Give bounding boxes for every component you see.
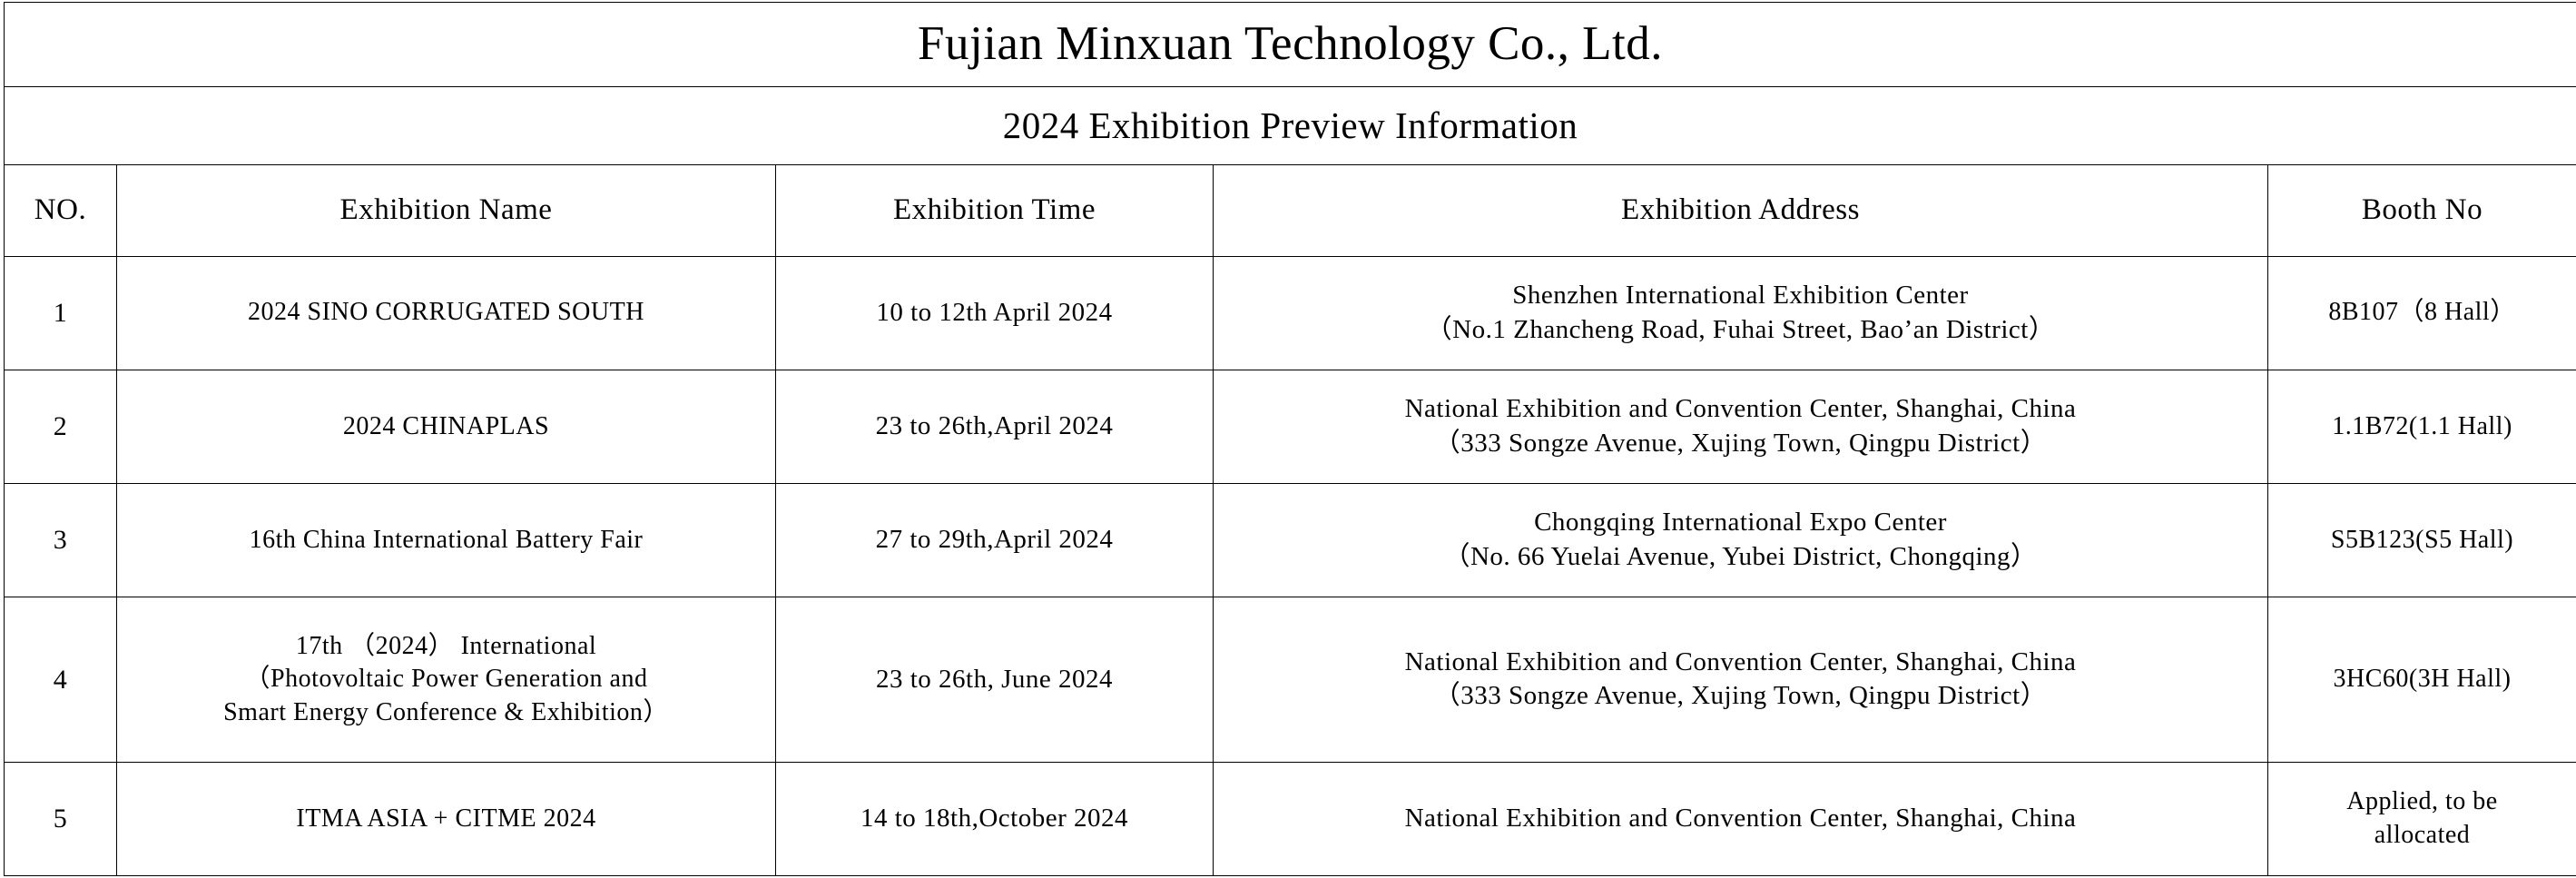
text-line: Applied, to be bbox=[2346, 787, 2498, 816]
text-line: 2024 SINO CORRUGATED SOUTH bbox=[248, 298, 644, 327]
text-line: Smart Energy Conference & Exhibition） bbox=[223, 697, 669, 726]
cell-exhibition-name: 16th China International Battery Fair bbox=[116, 482, 776, 598]
cell-exhibition-address: Shenzhen International Exhibition Center… bbox=[1213, 255, 2268, 370]
text-line: ITMA ASIA + CITME 2024 bbox=[296, 804, 596, 833]
text-line: National Exhibition and Convention Cente… bbox=[1404, 646, 2077, 676]
text-line: 8B107（8 Hall） bbox=[2328, 298, 2516, 327]
column-header-address: Exhibition Address bbox=[1213, 163, 2268, 257]
company-title: Fujian Minxuan Technology Co., Ltd. bbox=[3, 2, 2576, 87]
company-title-row: Fujian Minxuan Technology Co., Ltd. bbox=[3, 2, 2576, 87]
text-line: National Exhibition and Convention Cente… bbox=[1404, 804, 2077, 834]
text-line: 1.1B72(1.1 Hall) bbox=[2332, 411, 2512, 440]
cell-booth-no: S5B123(S5 Hall) bbox=[2266, 482, 2576, 598]
table-row: 3 16th China International Battery Fair … bbox=[4, 482, 2576, 598]
text-line: 3HC60(3H Hall) bbox=[2333, 665, 2512, 694]
document-subtitle: 2024 Exhibition Preview Information bbox=[3, 85, 2576, 165]
cell-exhibition-name: 2024 CHINAPLAS bbox=[116, 369, 776, 484]
cell-no: 2 bbox=[4, 369, 117, 484]
text-line: 17th （2024） International bbox=[295, 631, 597, 660]
column-header-time: Exhibition Time bbox=[775, 163, 1214, 257]
cell-exhibition-name: 2024 SINO CORRUGATED SOUTH bbox=[116, 255, 776, 370]
text-line: National Exhibition and Convention Cente… bbox=[1404, 394, 2077, 424]
cell-booth-no: Applied, to be allocated bbox=[2266, 761, 2576, 877]
cell-exhibition-address: National Exhibition and Convention Cente… bbox=[1213, 761, 2268, 877]
cell-no: 5 bbox=[4, 761, 117, 877]
cell-booth-no: 1.1B72(1.1 Hall) bbox=[2266, 369, 2576, 484]
cell-no: 4 bbox=[4, 597, 117, 763]
cell-exhibition-time: 14 to 18th,October 2024 bbox=[775, 761, 1214, 877]
cell-exhibition-name: ITMA ASIA + CITME 2024 bbox=[116, 761, 776, 877]
table-header-row: NO. Exhibition Name Exhibition Time Exhi… bbox=[4, 163, 2576, 257]
text-line: （No. 66 Yuelai Avenue, Yubei District, C… bbox=[1443, 541, 2038, 571]
cell-exhibition-address: National Exhibition and Convention Cente… bbox=[1213, 369, 2268, 484]
column-header-no: NO. bbox=[4, 163, 117, 257]
exhibition-table: Fujian Minxuan Technology Co., Ltd. 2024… bbox=[3, 2, 2576, 877]
cell-exhibition-address: Chongqing International Expo Center （No.… bbox=[1213, 482, 2268, 598]
cell-no: 1 bbox=[4, 255, 117, 370]
text-line: 16th China International Battery Fair bbox=[249, 525, 644, 554]
text-line: （Photovoltaic Power Generation and bbox=[244, 665, 648, 694]
cell-exhibition-address: National Exhibition and Convention Cente… bbox=[1213, 597, 2268, 763]
text-line: （No.1 Zhancheng Road, Fuhai Street, Bao’… bbox=[1425, 314, 2056, 344]
text-line: allocated bbox=[2374, 820, 2471, 849]
column-header-name: Exhibition Name bbox=[116, 163, 776, 257]
text-line: （333 Songze Avenue, Xujing Town, Qingpu … bbox=[1433, 428, 2048, 458]
text-line: （333 Songze Avenue, Xujing Town, Qingpu … bbox=[1433, 681, 2048, 711]
cell-exhibition-name: 17th （2024） International （Photovoltaic … bbox=[116, 597, 776, 763]
cell-exhibition-time: 23 to 26th, June 2024 bbox=[775, 597, 1214, 763]
table-row: 4 17th （2024） International （Photovoltai… bbox=[4, 597, 2576, 763]
table-row: 1 2024 SINO CORRUGATED SOUTH 10 to 12th … bbox=[4, 255, 2576, 370]
text-line: 2024 CHINAPLAS bbox=[342, 411, 550, 440]
table-row: 2 2024 CHINAPLAS 23 to 26th,April 2024 N… bbox=[4, 369, 2576, 484]
subtitle-row: 2024 Exhibition Preview Information bbox=[3, 85, 2576, 165]
cell-booth-no: 3HC60(3H Hall) bbox=[2266, 597, 2576, 763]
cell-exhibition-time: 10 to 12th April 2024 bbox=[775, 255, 1214, 370]
cell-exhibition-time: 23 to 26th,April 2024 bbox=[775, 369, 1214, 484]
text-line: Shenzhen International Exhibition Center bbox=[1512, 280, 1969, 310]
table-row: 5 ITMA ASIA + CITME 2024 14 to 18th,Octo… bbox=[4, 761, 2576, 877]
column-header-booth: Booth No bbox=[2266, 163, 2576, 257]
cell-no: 3 bbox=[4, 482, 117, 598]
text-line: S5B123(S5 Hall) bbox=[2330, 525, 2514, 554]
cell-exhibition-time: 27 to 29th,April 2024 bbox=[775, 482, 1214, 598]
text-line: Chongqing International Expo Center bbox=[1534, 508, 1947, 538]
cell-booth-no: 8B107（8 Hall） bbox=[2266, 255, 2576, 370]
